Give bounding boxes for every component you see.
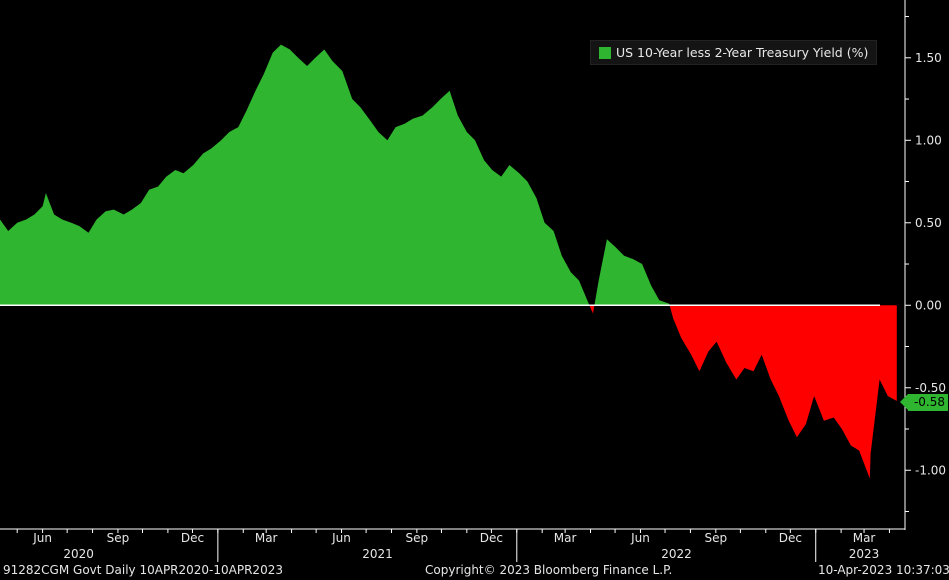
x-tick-label: Dec: [779, 531, 802, 545]
y-tick-label: -0.50: [915, 381, 946, 395]
x-tick-label: Mar: [853, 531, 876, 545]
footer-ticker-info: 91282CGM Govt Daily 10APR2020-10APR2023: [3, 563, 283, 577]
last-value-badge: -0.58: [900, 394, 948, 411]
x-tick-label: Sep: [704, 531, 727, 545]
y-tick-label: 1.00: [915, 133, 942, 147]
x-tick-label: Jun: [331, 531, 351, 545]
year-label: 2020: [63, 547, 94, 561]
x-tick-label: Jun: [630, 531, 650, 545]
year-label: 2022: [661, 547, 692, 561]
year-label: 2021: [362, 547, 393, 561]
x-tick-label: Dec: [181, 531, 204, 545]
legend: US 10-Year less 2-Year Treasury Yield (%…: [590, 40, 878, 65]
legend-label: US 10-Year less 2-Year Treasury Yield (%…: [616, 45, 869, 60]
footer-timestamp: 10-Apr-2023 10:37:03: [818, 563, 949, 577]
y-tick-label: 1.50: [915, 51, 942, 65]
area-layer: [0, 44, 897, 479]
x-tick-label: Mar: [255, 531, 278, 545]
y-tick-label: 0.00: [915, 298, 942, 312]
x-tick-label: Mar: [554, 531, 577, 545]
x-tick-label: Sep: [107, 531, 130, 545]
negative-area: [0, 305, 897, 479]
legend-swatch: [599, 46, 611, 59]
x-tick-label: Sep: [406, 531, 429, 545]
positive-area: [0, 44, 897, 306]
x-tick-label: Jun: [32, 531, 52, 545]
axis-layer: 1.50 1.00 0.50 0.00 -0.50 -1.00 Jun Sep Dec Mar Ju…: [0, 0, 946, 562]
year-label: 2023: [849, 547, 880, 561]
y-tick-label: -1.00: [915, 463, 946, 477]
y-tick-label: 0.50: [915, 216, 942, 230]
x-tick-label: Dec: [480, 531, 503, 545]
footer-copyright: Copyright© 2023 Bloomberg Finance L.P.: [425, 563, 673, 577]
